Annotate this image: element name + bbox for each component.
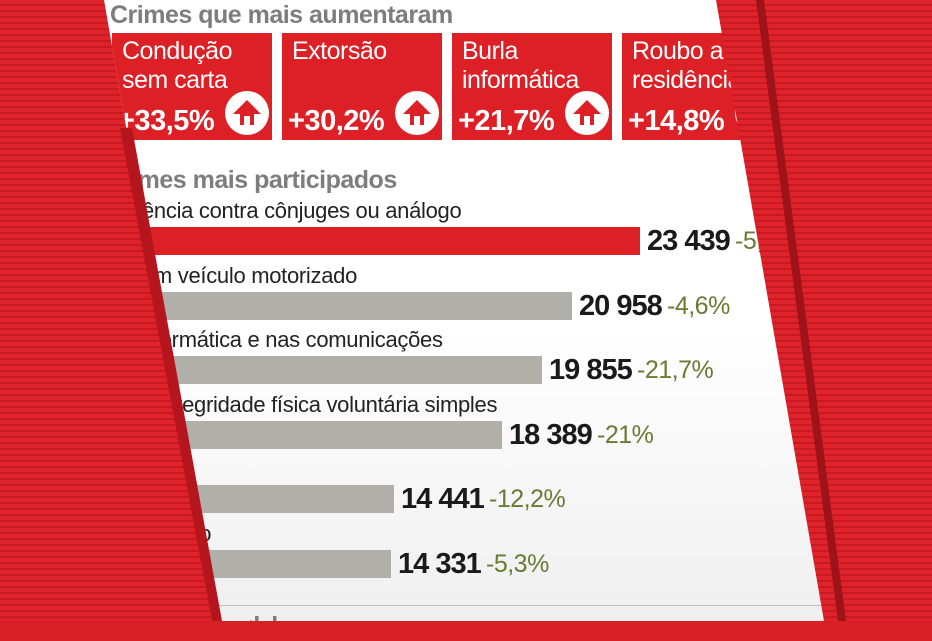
section-divider [104, 605, 838, 606]
bar-change-label: -4,6% [667, 291, 730, 320]
arrow-up-circle-icon [225, 91, 269, 135]
section-title-participated: rimes mais participados [122, 166, 397, 194]
bar [104, 291, 572, 320]
bar-value-label: 14 331 [398, 547, 482, 580]
increase-card-value: +33,5% [118, 105, 215, 137]
increase-card-value: +14,8% [628, 105, 725, 137]
increase-card-3: Burla informática +21,7% [452, 33, 612, 140]
increase-card-2: Extorsão +30,2% [282, 33, 442, 140]
increase-card-value: +21,7% [458, 105, 555, 137]
increase-card-value: +30,2% [288, 105, 385, 137]
increase-card-label: Extorsão [292, 37, 387, 65]
bar-row: em veículo motorizado 20 958 -4,6% [104, 262, 838, 322]
bar-category-label: ência contra cônjuges ou análogo [142, 198, 462, 223]
bar [104, 227, 640, 255]
bar-row: ência contra cônjuges ou análogo 23 439 -5… [104, 198, 838, 257]
bar-value-label: 20 958 [579, 289, 663, 322]
bar-value-label: 18 389 [509, 418, 593, 451]
bar-category-label: à integridade física voluntária simples [142, 391, 498, 417]
increase-card-1: Condução sem carta +33,5% [112, 33, 272, 140]
bar-value-label: 19 855 [549, 354, 633, 386]
bar-change-label: -12,2% [489, 485, 566, 513]
arrow-up-circle-icon [565, 91, 609, 135]
increase-card-label: Roubo a residência [632, 37, 741, 94]
bar-change-label: -21% [597, 420, 654, 449]
bar-change-label: -21,7% [637, 356, 714, 384]
bar-category-label: nformática e nas comunicações [142, 327, 443, 352]
bar-value-label: 23 439 [647, 225, 731, 257]
section-title-increases: Crimes que mais aumentaram [110, 1, 453, 29]
next-section-title-peek: d l [245, 612, 281, 640]
bar-change-label: -5,3% [486, 549, 549, 578]
bar-category-label: em veículo motorizado [142, 262, 358, 288]
increase-card-label: Condução sem carta [122, 37, 232, 94]
arrow-up-circle-icon [395, 91, 439, 135]
increase-card-label: Burla informática [462, 37, 579, 94]
bar-value-label: 14 441 [401, 483, 485, 515]
